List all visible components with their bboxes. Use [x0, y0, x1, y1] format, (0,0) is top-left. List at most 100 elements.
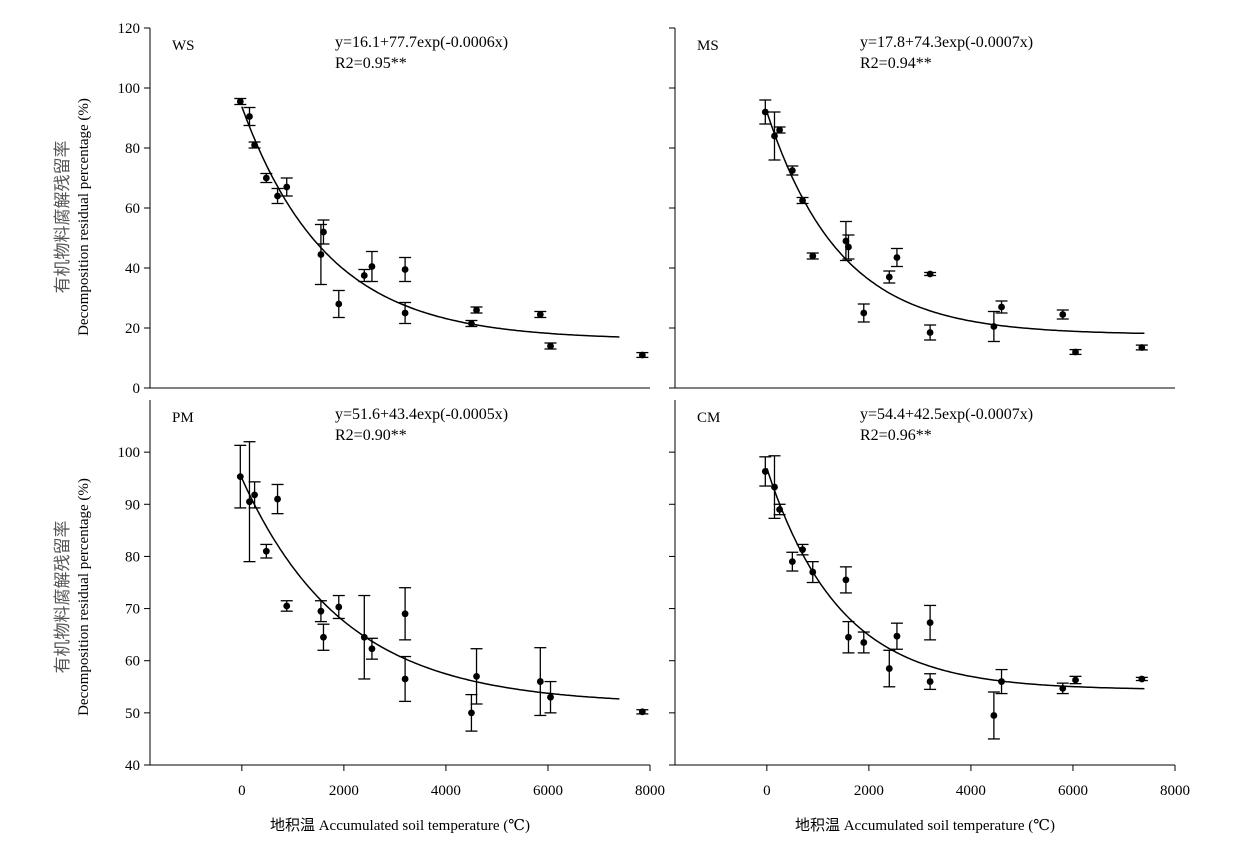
fit-curve — [241, 106, 620, 338]
panel-cm: CM y=54.4+42.5exp(-0.0007x) R2=0.96** 0 2000… — [669, 400, 1190, 799]
fit-equation: y=54.4+42.5exp(-0.0007x) — [860, 406, 1033, 423]
data-point — [236, 98, 244, 105]
data-point — [320, 228, 327, 236]
panel-pm: PM y=51.6+43.4exp(-0.0005x) R2=0.90** 40 50 6… — [118, 400, 665, 799]
data-point — [845, 243, 852, 251]
x-tick-label: 4000 — [431, 783, 461, 799]
data-point — [860, 309, 868, 317]
data-point — [776, 506, 783, 513]
data-point — [771, 132, 778, 140]
x-axis-label-right: 地积温 Accumulated soil temperature (℃) — [795, 817, 1055, 834]
data-point — [320, 633, 327, 641]
data-point — [283, 183, 291, 191]
data-point — [401, 675, 409, 683]
fit-curve — [766, 468, 1145, 690]
y-tick-label: 0 — [133, 381, 141, 397]
data-point — [536, 678, 544, 685]
y-tick-label: 20 — [125, 321, 140, 337]
x-tick-label: 6000 — [1058, 783, 1088, 799]
panel-label: PM — [172, 410, 194, 426]
panel-ms: MS y=17.8+74.3exp(-0.0007x) R2=0.94** — [669, 27, 1175, 389]
r-squared: R2=0.96** — [860, 427, 932, 444]
data-point — [799, 197, 806, 204]
y-tick-label: 100 — [118, 445, 141, 461]
y-tick-label: 40 — [125, 261, 140, 277]
y-axis-label-chinese-bottom: 有机物料腐解残留率 — [53, 521, 72, 674]
data-point — [926, 329, 934, 336]
data-point — [799, 546, 806, 554]
data-point — [473, 306, 480, 314]
y-tick-label: 100 — [118, 81, 141, 97]
data-point — [809, 568, 817, 576]
data-point — [788, 558, 796, 566]
y-tick-label: 60 — [125, 654, 140, 670]
data-point — [274, 495, 281, 503]
data-point — [468, 320, 475, 327]
data-point — [926, 270, 934, 278]
data-point — [842, 237, 850, 245]
x-tick-label: 6000 — [533, 783, 563, 799]
data-point — [990, 712, 998, 719]
y-tick-label: 40 — [125, 758, 140, 774]
data-point — [776, 126, 783, 134]
x-tick-label: 8000 — [635, 783, 665, 799]
data-point — [547, 693, 554, 701]
data-point — [1138, 675, 1146, 683]
data-point — [368, 263, 376, 270]
x-tick-label: 0 — [763, 783, 771, 799]
data-point — [788, 167, 796, 174]
data-point — [468, 709, 475, 717]
data-point — [335, 603, 343, 611]
data-point — [1059, 311, 1067, 318]
x-tick-label: 2000 — [329, 783, 359, 799]
y-tick-label: 60 — [125, 201, 140, 217]
r-squared: R2=0.90** — [335, 427, 407, 444]
y-tick-label: 70 — [125, 602, 140, 618]
data-point — [1138, 344, 1146, 351]
data-point — [262, 547, 270, 555]
data-point — [1072, 348, 1079, 356]
data-point — [1072, 676, 1079, 684]
data-point — [317, 251, 325, 258]
data-point — [885, 273, 893, 281]
data-point — [845, 633, 852, 641]
data-point — [317, 607, 325, 615]
y-tick-label: 50 — [125, 706, 140, 722]
data-point — [262, 174, 270, 182]
data-point — [283, 602, 291, 610]
data-point — [998, 303, 1005, 311]
data-point — [893, 254, 901, 261]
y-tick-label: 90 — [125, 497, 140, 513]
r-squared: R2=0.95** — [335, 55, 407, 72]
data-point — [885, 665, 893, 672]
data-point — [251, 141, 258, 149]
data-point — [842, 576, 850, 584]
data-point — [401, 266, 409, 273]
data-point — [990, 323, 998, 330]
data-point — [236, 473, 244, 481]
data-point — [547, 342, 554, 350]
data-point — [536, 311, 544, 318]
data-point — [251, 491, 258, 499]
x-tick-label: 2000 — [854, 783, 884, 799]
data-point — [401, 610, 409, 618]
fit-equation: y=17.8+74.3exp(-0.0007x) — [860, 34, 1033, 51]
data-point — [1059, 684, 1067, 692]
data-point — [335, 300, 343, 308]
data-point — [809, 252, 817, 260]
data-point — [368, 645, 376, 653]
data-point — [274, 192, 281, 200]
data-point — [360, 272, 368, 279]
data-point — [926, 619, 934, 627]
data-point — [893, 632, 901, 640]
y-tick-label: 80 — [125, 549, 140, 565]
data-point — [761, 468, 769, 475]
fit-curve — [241, 477, 620, 700]
y-tick-label: 120 — [118, 21, 141, 37]
fit-equation: y=51.6+43.4exp(-0.0005x) — [335, 406, 508, 423]
data-point — [926, 678, 934, 685]
data-point — [860, 639, 868, 646]
fit-curve — [766, 111, 1145, 335]
x-tick-label: 8000 — [1160, 783, 1190, 799]
